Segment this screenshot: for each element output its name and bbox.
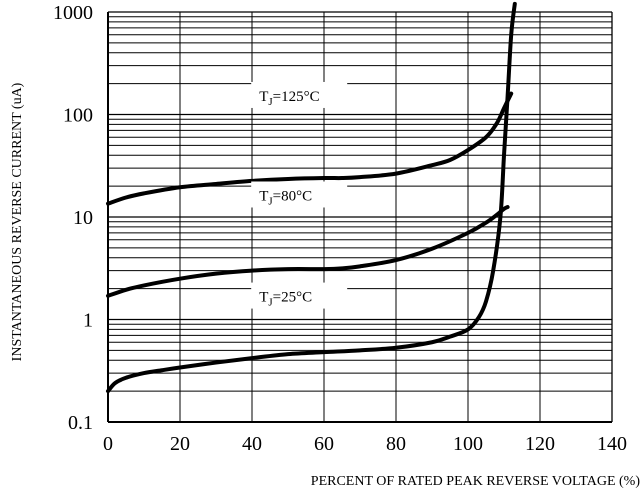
y-axis-title: INSTANTANEOUS REVERSE CURRENT (uA) [10, 82, 25, 361]
series-label-1: TJ=125°C [259, 89, 319, 108]
chart-grid [107, 11, 613, 423]
y-tick-label: 100 [63, 105, 93, 127]
series-line-2 [106, 205, 510, 298]
x-tick-label: 0 [103, 433, 113, 455]
x-tick-label: 80 [386, 433, 406, 455]
y-tick-label: 0.1 [68, 412, 93, 434]
y-tick-label: 10 [73, 207, 93, 229]
chart-series-labels: TJ=125°C TJ=80°C TJ=25°C [251, 81, 348, 309]
chart-series [106, 1, 517, 394]
series-label-2: TJ=80°C [259, 188, 312, 207]
x-tick-label: 40 [242, 433, 262, 455]
series-line-3 [106, 1, 517, 394]
x-tick-label: 20 [170, 433, 190, 455]
chart-axes [107, 12, 613, 423]
x-tick-label: 120 [525, 433, 555, 455]
y-tick-label: 1000 [53, 2, 93, 24]
chart-tick-labels: 0 20 40 60 80 100 120 140 0.1 1 10 100 1000 [53, 2, 627, 455]
x-axis-title: PERCENT OF RATED PEAK REVERSE VOLTAGE (%… [311, 474, 641, 489]
x-tick-label: 100 [453, 433, 483, 455]
x-tick-label: 140 [597, 433, 627, 455]
series-line-1 [106, 91, 514, 206]
x-tick-label: 60 [314, 433, 334, 455]
series-label-background [251, 181, 348, 208]
series-label-3: TJ=25°C [259, 290, 312, 309]
y-tick-label: 1 [83, 310, 93, 332]
series-label-background [251, 81, 348, 108]
series-label-background [251, 282, 348, 309]
